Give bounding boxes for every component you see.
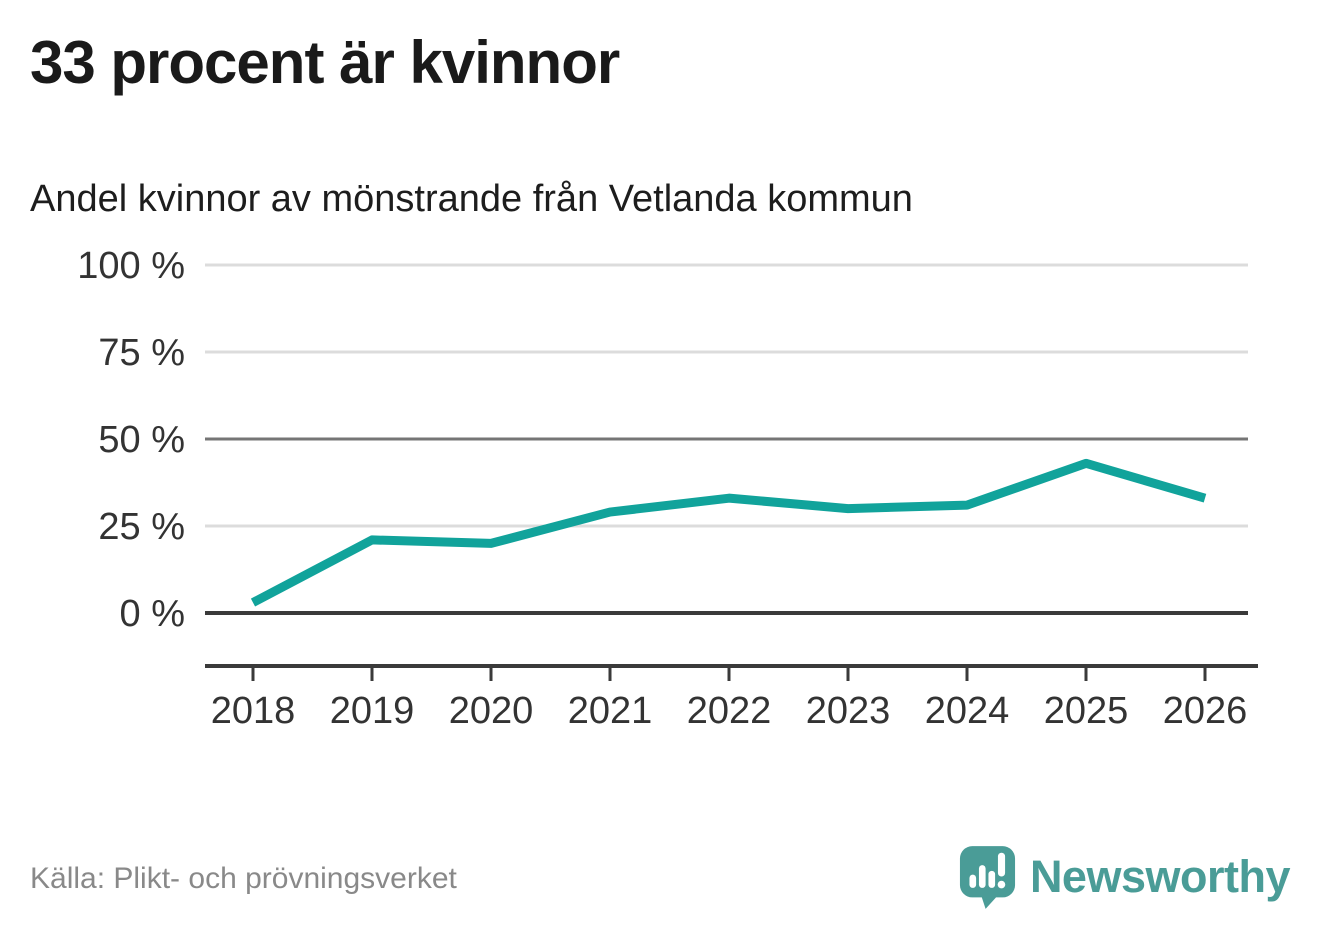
y-tick-label: 0 %: [120, 593, 185, 635]
x-tick-label: 2023: [806, 690, 891, 732]
source-note: Källa: Plikt- och prövningsverket: [30, 862, 457, 895]
y-tick-label: 100 %: [77, 245, 185, 287]
data-line-andel-kvinnor-av-m-nstrande: [250, 458, 1207, 607]
x-tick-label: 2021: [568, 690, 653, 732]
y-tick-label: 75 %: [98, 332, 185, 374]
newsworthy-speech-bubble-chart-icon: [959, 846, 1015, 909]
y-tick-label: 50 %: [98, 419, 185, 461]
newsworthy-logo: Newsworthy: [959, 845, 1291, 909]
x-tick-label: 2022: [687, 690, 772, 732]
x-tick-label: 2024: [925, 690, 1010, 732]
chart-subtitle: Andel kvinnor av mönstrande från Vetland…: [30, 178, 913, 220]
x-tick-label: 2020: [449, 690, 534, 732]
x-tick-label: 2018: [211, 690, 296, 732]
chart-title: 33 procent är kvinnor: [30, 29, 620, 96]
newsworthy-logo-text: Newsworthy: [1029, 851, 1291, 902]
chart-area: 0 % 25 % 50 % 75 % 100 % 2018 2019 2020 2021 2022…: [0, 235, 1322, 745]
x-tick-label: 2019: [330, 690, 415, 732]
x-tick-label: 2026: [1163, 690, 1248, 732]
line-chart-canvas: 0 % 25 % 50 % 75 % 100 % 2018 2019 2020 2021 2022…: [77, 245, 1258, 732]
x-tick-label: 2025: [1044, 690, 1129, 732]
y-tick-label: 25 %: [98, 506, 185, 548]
